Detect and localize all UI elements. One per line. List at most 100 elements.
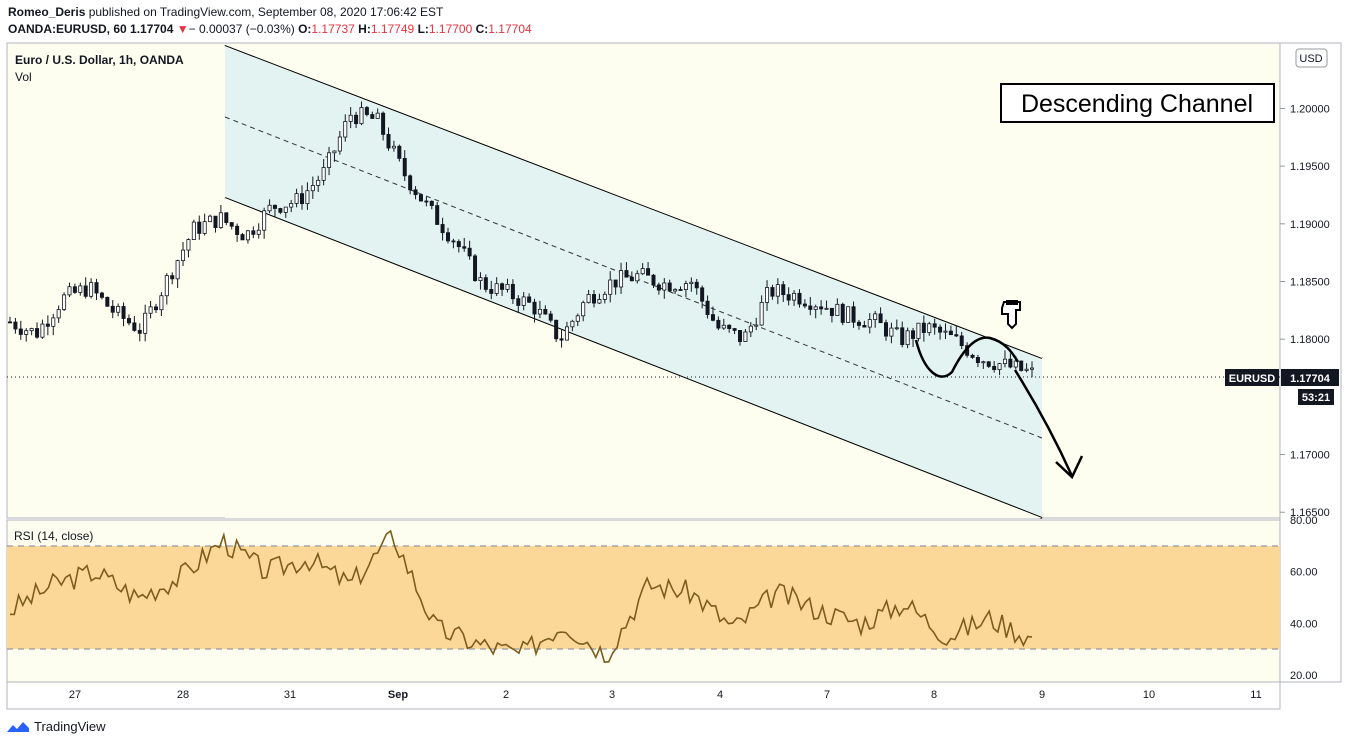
price-axis[interactable]	[1279, 42, 1342, 683]
candle-body	[132, 322, 137, 331]
candle-body	[889, 327, 894, 337]
candles-group	[7, 101, 1035, 378]
candle-body	[505, 283, 510, 290]
candle-body	[521, 296, 526, 306]
candle-body	[359, 107, 364, 125]
close-value: 1.17704	[488, 22, 532, 36]
symbol-id: OANDA:EURUSD, 60	[8, 22, 127, 36]
price-change: − 0.00037 (−0.03%)	[188, 22, 295, 36]
author-name[interactable]: Romeo_Deris	[8, 5, 86, 19]
candle-body	[608, 279, 613, 295]
candle-body	[781, 284, 786, 296]
time-tick-1: 28	[177, 689, 189, 701]
currency-label: USD	[1299, 53, 1322, 65]
candle-body	[1008, 358, 1013, 368]
candle-body	[759, 302, 764, 326]
candle-body	[667, 282, 672, 292]
low-value: 1.17700	[428, 22, 473, 36]
candle-body	[927, 323, 932, 333]
ohlc-line: OANDA:EURUSD, 60 1.17704 ▼− 0.00037 (−0.…	[8, 22, 532, 36]
candle-body	[727, 324, 732, 329]
candle-body	[191, 221, 196, 241]
candle-body	[689, 281, 694, 284]
candle-body	[997, 363, 1002, 371]
pullback-curve[interactable]	[914, 336, 1020, 378]
candle-body	[770, 287, 775, 297]
candle-body	[197, 221, 202, 234]
candle-body	[386, 133, 391, 149]
time-tick-0: 27	[69, 689, 81, 701]
candle-body	[462, 246, 467, 249]
candle-body	[716, 319, 721, 329]
annotation-box[interactable]	[1000, 83, 1275, 123]
time-tick-11: 11	[1250, 689, 1261, 701]
candle-body	[802, 303, 807, 307]
time-tick-7: 7	[824, 689, 830, 701]
candle-body	[629, 276, 634, 282]
candle-body	[992, 366, 997, 371]
rsi-line[interactable]	[9, 529, 1033, 663]
candle-body	[310, 185, 315, 192]
arrow-head-icon	[1055, 455, 1084, 480]
price-tag	[1281, 369, 1339, 386]
symbol-tag-label: EURUSD	[1229, 373, 1276, 385]
mask-bottom	[225, 198, 1042, 518]
time-axis[interactable]	[6, 681, 1281, 710]
candle-body	[554, 319, 559, 340]
candle-body	[970, 354, 975, 358]
candle-body	[829, 307, 834, 316]
rsi-tick-2: 40.00	[1290, 618, 1318, 630]
candle-body	[370, 114, 375, 119]
candle-body	[981, 361, 986, 364]
candle-body	[262, 210, 267, 231]
tradingview-footer[interactable]: TradingView	[6, 719, 106, 734]
candle-body	[640, 268, 645, 275]
candle-body	[51, 317, 56, 327]
candle-body	[170, 275, 175, 280]
currency-badge[interactable]	[1295, 48, 1328, 68]
candle-body	[894, 327, 899, 330]
price-tick-6: 1.16500	[1290, 507, 1330, 519]
candle-body	[673, 289, 678, 292]
candle-body	[121, 306, 126, 319]
candle-body	[424, 200, 429, 203]
candle-body	[570, 320, 575, 328]
projection-arrow[interactable]	[1013, 369, 1074, 477]
candle-body	[391, 145, 396, 149]
candle-body	[451, 240, 456, 243]
candle-body	[635, 273, 640, 282]
candle-body	[1013, 360, 1018, 368]
candle-body	[510, 283, 515, 300]
candle-body	[932, 323, 937, 328]
open-label: O:	[298, 22, 312, 36]
candle-body	[137, 330, 142, 334]
candle-body	[786, 294, 791, 301]
rsi-tick-labels: 80.00 60.00 40.00 20.00	[1290, 515, 1318, 682]
candle-body	[548, 313, 553, 321]
channel-median-line[interactable]	[224, 116, 1043, 439]
candle-body	[986, 361, 991, 367]
candle-body	[413, 189, 418, 196]
candle-body	[1019, 360, 1024, 371]
time-tick-2: 31	[284, 689, 296, 701]
candle-body	[483, 277, 488, 290]
candle-body	[283, 206, 288, 213]
candle-body	[45, 323, 50, 327]
candle-body	[905, 330, 910, 346]
candle-body	[89, 282, 94, 297]
candle-body	[835, 303, 840, 316]
candle-body	[148, 306, 153, 314]
candle-body	[186, 239, 191, 251]
candle-body	[208, 215, 213, 223]
candle-body	[251, 230, 256, 235]
candle-body	[581, 302, 586, 317]
candle-body	[1024, 368, 1029, 371]
candle-body	[705, 300, 710, 315]
time-tick-10: 10	[1143, 689, 1155, 701]
candle-body	[754, 324, 759, 327]
time-tick-6: 4	[717, 689, 723, 701]
countdown-label: 53:21	[1302, 392, 1330, 404]
candle-body	[289, 203, 294, 208]
candle-body	[294, 193, 299, 204]
